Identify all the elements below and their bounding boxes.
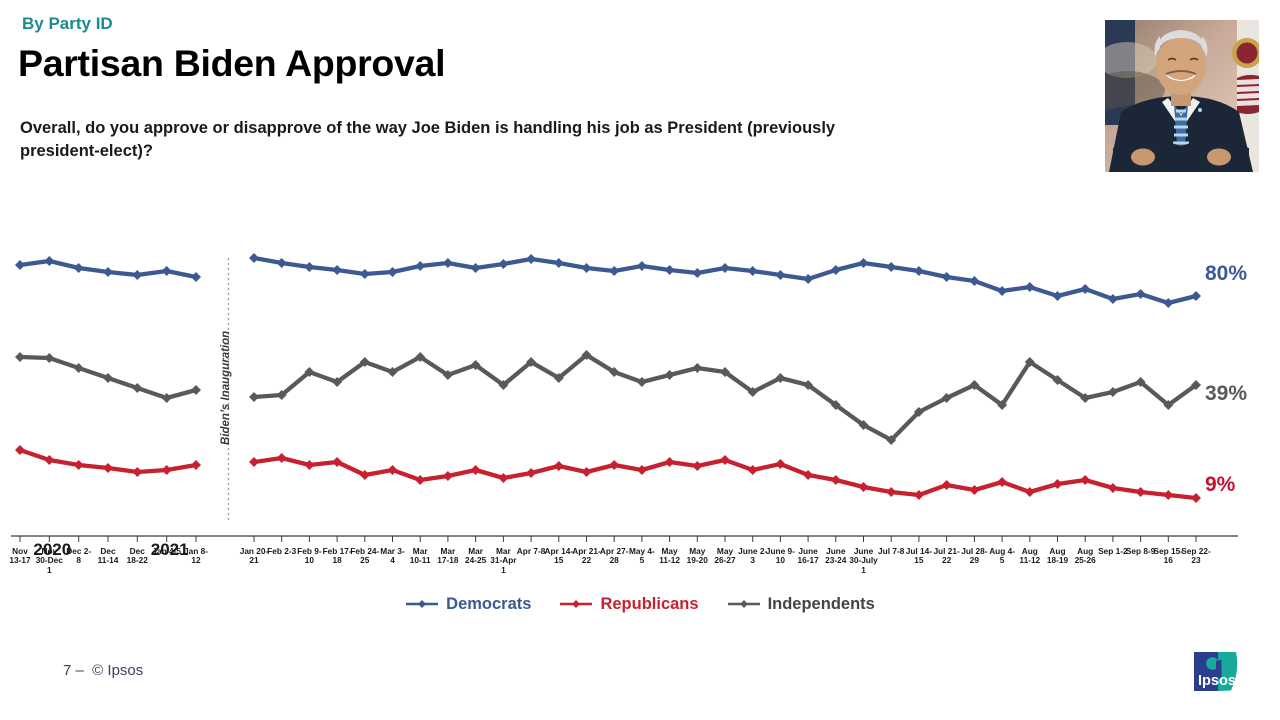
svg-text:Ipsos: Ipsos [1198,673,1236,689]
